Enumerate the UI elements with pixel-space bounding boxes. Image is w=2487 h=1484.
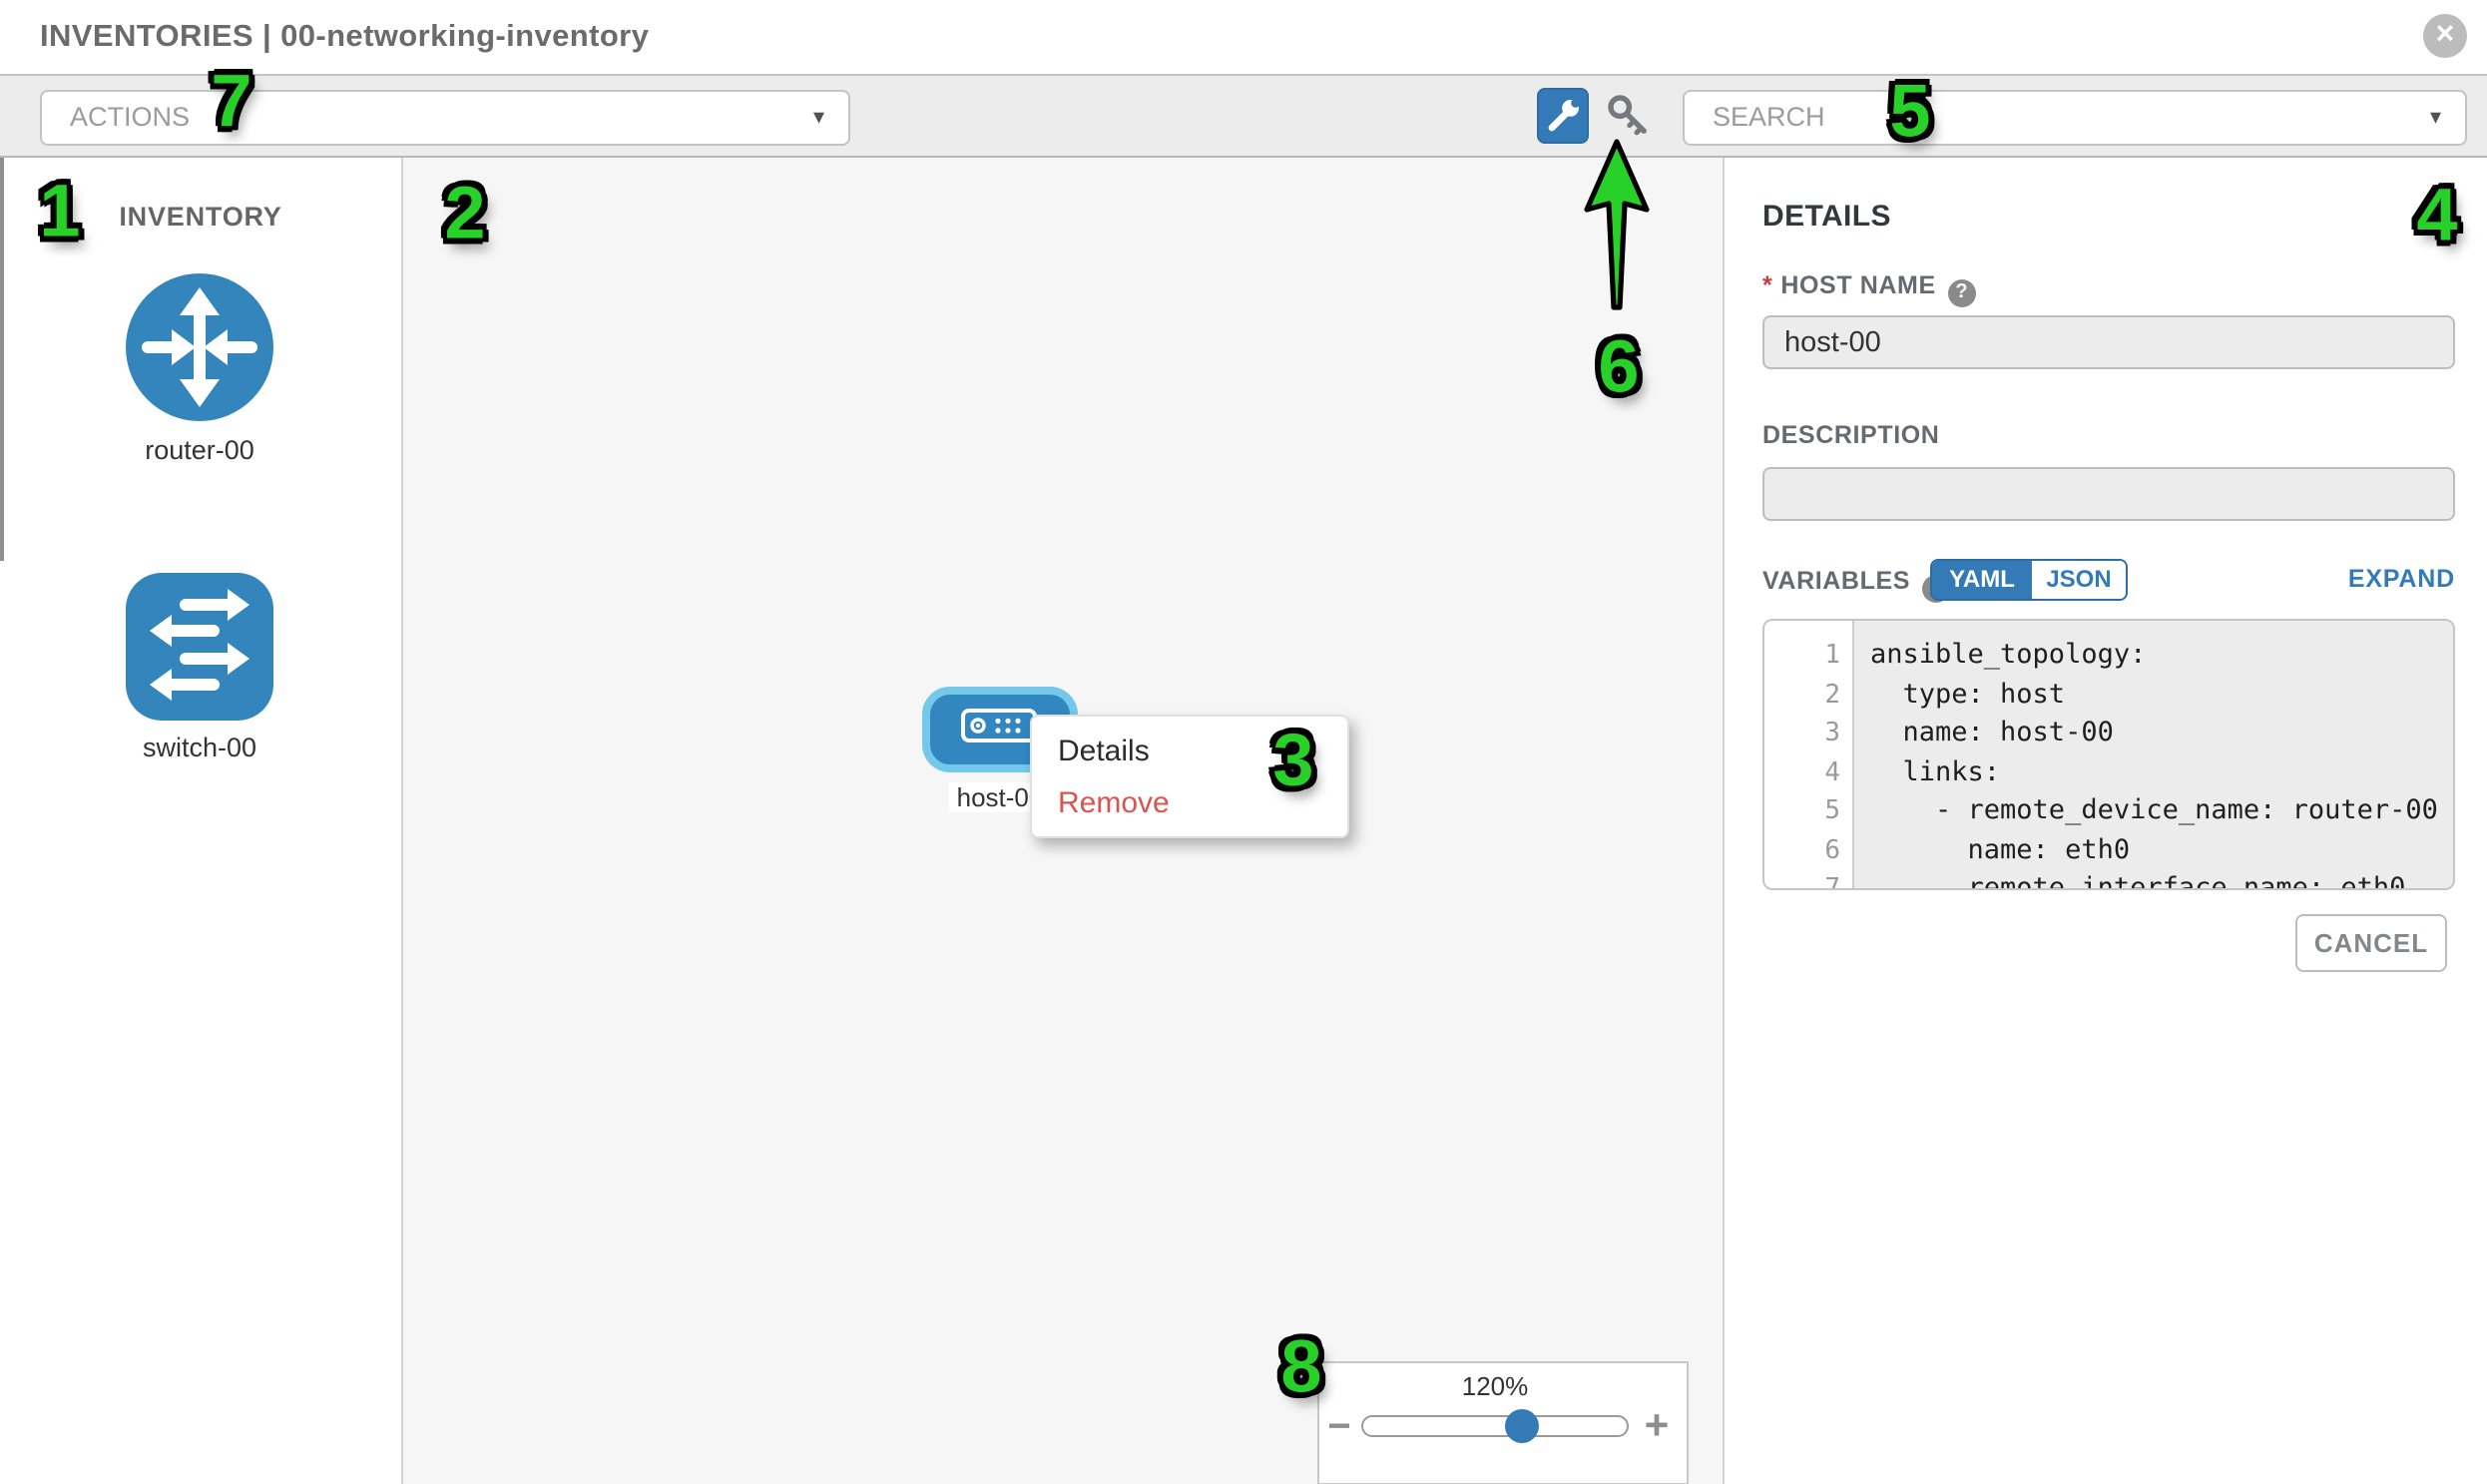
host-name-input[interactable] bbox=[1762, 315, 2455, 369]
description-label: DESCRIPTION bbox=[1762, 421, 1940, 449]
annotation-6: 6 bbox=[1598, 325, 1640, 408]
zoom-level-label: 120% bbox=[1461, 1371, 1529, 1401]
close-icon: × bbox=[2435, 18, 2455, 52]
code-gutter bbox=[1764, 621, 1854, 888]
inventory-sidebar: INVENTORY bbox=[0, 158, 403, 1484]
help-icon[interactable]: ? bbox=[1947, 279, 1976, 307]
line-number: 4 bbox=[1824, 757, 1840, 787]
actions-dropdown-label: ACTIONS bbox=[70, 102, 191, 132]
topology-canvas[interactable]: host-00 Details Remove 120% − + bbox=[403, 158, 1725, 1484]
line-number: 7 bbox=[1824, 874, 1840, 890]
tab-json[interactable]: JSON bbox=[2032, 561, 2126, 599]
line-number: 6 bbox=[1824, 835, 1840, 865]
cancel-button[interactable]: CANCEL bbox=[2295, 914, 2447, 972]
panel-title: DETAILS bbox=[1762, 200, 1891, 234]
annotation-4: 4 bbox=[2416, 174, 2458, 256]
chevron-down-icon: ▾ bbox=[2429, 104, 2441, 130]
app-header: INVENTORIES | 00-networking-inventory × bbox=[0, 0, 2487, 74]
variables-code-editor[interactable]: 1 ansible_topology: 2 type: host 3 name:… bbox=[1762, 619, 2455, 890]
annotation-7: 7 bbox=[211, 60, 252, 143]
line-number: 2 bbox=[1824, 680, 1840, 710]
sidebar-scroll-indicator[interactable] bbox=[0, 158, 4, 561]
variables-row: VARIABLES? YAML JSON EXPAND bbox=[1725, 559, 2487, 603]
toolbox-button[interactable] bbox=[1537, 88, 1589, 144]
expand-link[interactable]: EXPAND bbox=[2347, 565, 2455, 593]
context-menu: Details Remove bbox=[1030, 715, 1349, 838]
code-line: name: eth0 bbox=[1870, 833, 2131, 865]
annotation-arrow-up bbox=[1584, 139, 1650, 310]
code-line: type: host bbox=[1870, 678, 2066, 710]
code-line: ansible_topology: bbox=[1870, 639, 2147, 671]
line-number: 5 bbox=[1824, 796, 1840, 826]
host-name-label: * HOST NAME? bbox=[1762, 271, 1976, 307]
palette-item-label: router-00 bbox=[145, 435, 254, 465]
chevron-down-icon: ▾ bbox=[812, 104, 824, 130]
menu-item-remove[interactable]: Remove bbox=[1058, 786, 1170, 820]
wrench-icon bbox=[1548, 98, 1581, 132]
switch-icon bbox=[126, 573, 273, 721]
variables-label: VARIABLES? bbox=[1762, 567, 1951, 603]
code-line: links: bbox=[1870, 755, 2001, 787]
zoom-in-button[interactable]: + bbox=[1644, 1403, 1670, 1449]
line-number: 3 bbox=[1824, 719, 1840, 748]
required-asterisk: * bbox=[1762, 271, 1773, 299]
variables-format-toggle: YAML JSON bbox=[1930, 559, 2128, 601]
palette-item-switch[interactable]: switch-00 bbox=[126, 573, 273, 762]
search-dropdown[interactable]: SEARCH ▾ bbox=[1683, 90, 2467, 146]
annotation-5: 5 bbox=[1889, 70, 1931, 153]
zoom-slider-track[interactable] bbox=[1361, 1415, 1629, 1437]
sidebar-title: INVENTORY bbox=[119, 202, 282, 232]
key-icon bbox=[1608, 95, 1647, 136]
code-line: remote_interface_name: eth0 bbox=[1870, 872, 2406, 890]
router-icon bbox=[126, 273, 273, 421]
annotation-2: 2 bbox=[444, 172, 486, 254]
zoom-slider-thumb[interactable] bbox=[1505, 1409, 1539, 1443]
host-icon bbox=[961, 709, 1037, 742]
annotation-1: 1 bbox=[39, 170, 81, 252]
palette-item-label: switch-00 bbox=[142, 733, 257, 762]
code-line: - remote_device_name: router-00 bbox=[1870, 794, 2438, 826]
tab-yaml[interactable]: YAML bbox=[1932, 561, 2032, 599]
toolbar: ACTIONS ▾ SEARCH ▾ bbox=[0, 74, 2487, 158]
code-line: name: host-00 bbox=[1870, 717, 2114, 748]
details-panel: DETAILS *HOST NAME? DESCRIPTION VARIABLE… bbox=[1725, 158, 2487, 1484]
zoom-control: 120% − + bbox=[1317, 1361, 1689, 1484]
key-button[interactable] bbox=[1601, 88, 1661, 144]
search-dropdown-label: SEARCH bbox=[1713, 102, 1825, 132]
page-title: INVENTORIES | 00-networking-inventory bbox=[40, 20, 650, 54]
description-input[interactable] bbox=[1762, 467, 2455, 521]
zoom-out-button[interactable]: − bbox=[1327, 1405, 1351, 1449]
palette-item-router[interactable]: router-00 bbox=[126, 273, 273, 465]
close-button[interactable]: × bbox=[2423, 14, 2467, 58]
annotation-8: 8 bbox=[1280, 1325, 1322, 1408]
actions-dropdown[interactable]: ACTIONS ▾ bbox=[40, 90, 850, 146]
line-number: 1 bbox=[1824, 641, 1840, 671]
annotation-3: 3 bbox=[1272, 719, 1314, 801]
menu-item-details[interactable]: Details bbox=[1058, 735, 1150, 768]
